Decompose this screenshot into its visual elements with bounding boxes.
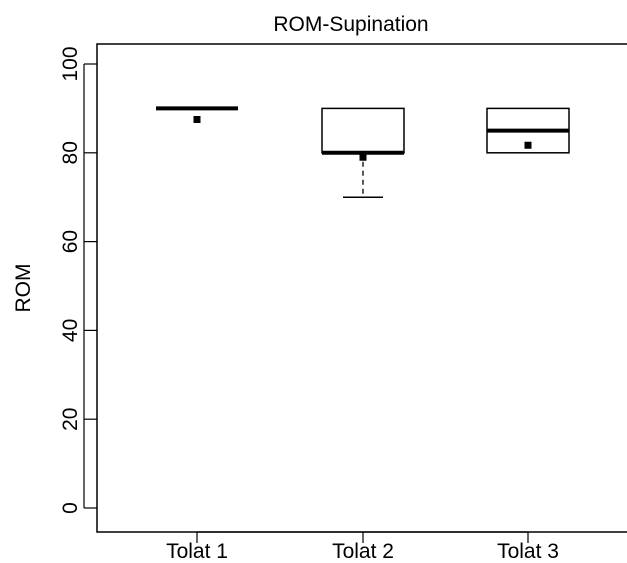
- y-tick-label: 80: [59, 141, 82, 164]
- mean-marker: [524, 141, 532, 149]
- chart-title: ROM-Supination: [273, 13, 428, 36]
- x-tick-label: Tolat 2: [332, 540, 394, 563]
- box-3: [486, 107, 570, 154]
- y-tick-label: 40: [59, 319, 82, 342]
- box-iqr: [321, 107, 405, 154]
- y-tick-label: 100: [59, 46, 82, 81]
- mean-marker: [359, 153, 367, 161]
- y-tick-label: 60: [59, 230, 82, 253]
- x-tick-label: Tolat 1: [166, 540, 228, 563]
- y-tick-label: 0: [59, 502, 82, 514]
- y-axis: 0 20 40 60 80 100: [59, 46, 97, 514]
- x-axis: Tolat 1 Tolat 2 Tolat 3: [166, 531, 559, 563]
- y-tick-label: 20: [59, 408, 82, 431]
- y-axis-label: ROM: [12, 264, 35, 313]
- box-series: [156, 106, 570, 198]
- box-2: [321, 107, 405, 198]
- x-tick-label: Tolat 3: [497, 540, 559, 563]
- box-1: [156, 106, 238, 123]
- mean-marker: [193, 116, 201, 123]
